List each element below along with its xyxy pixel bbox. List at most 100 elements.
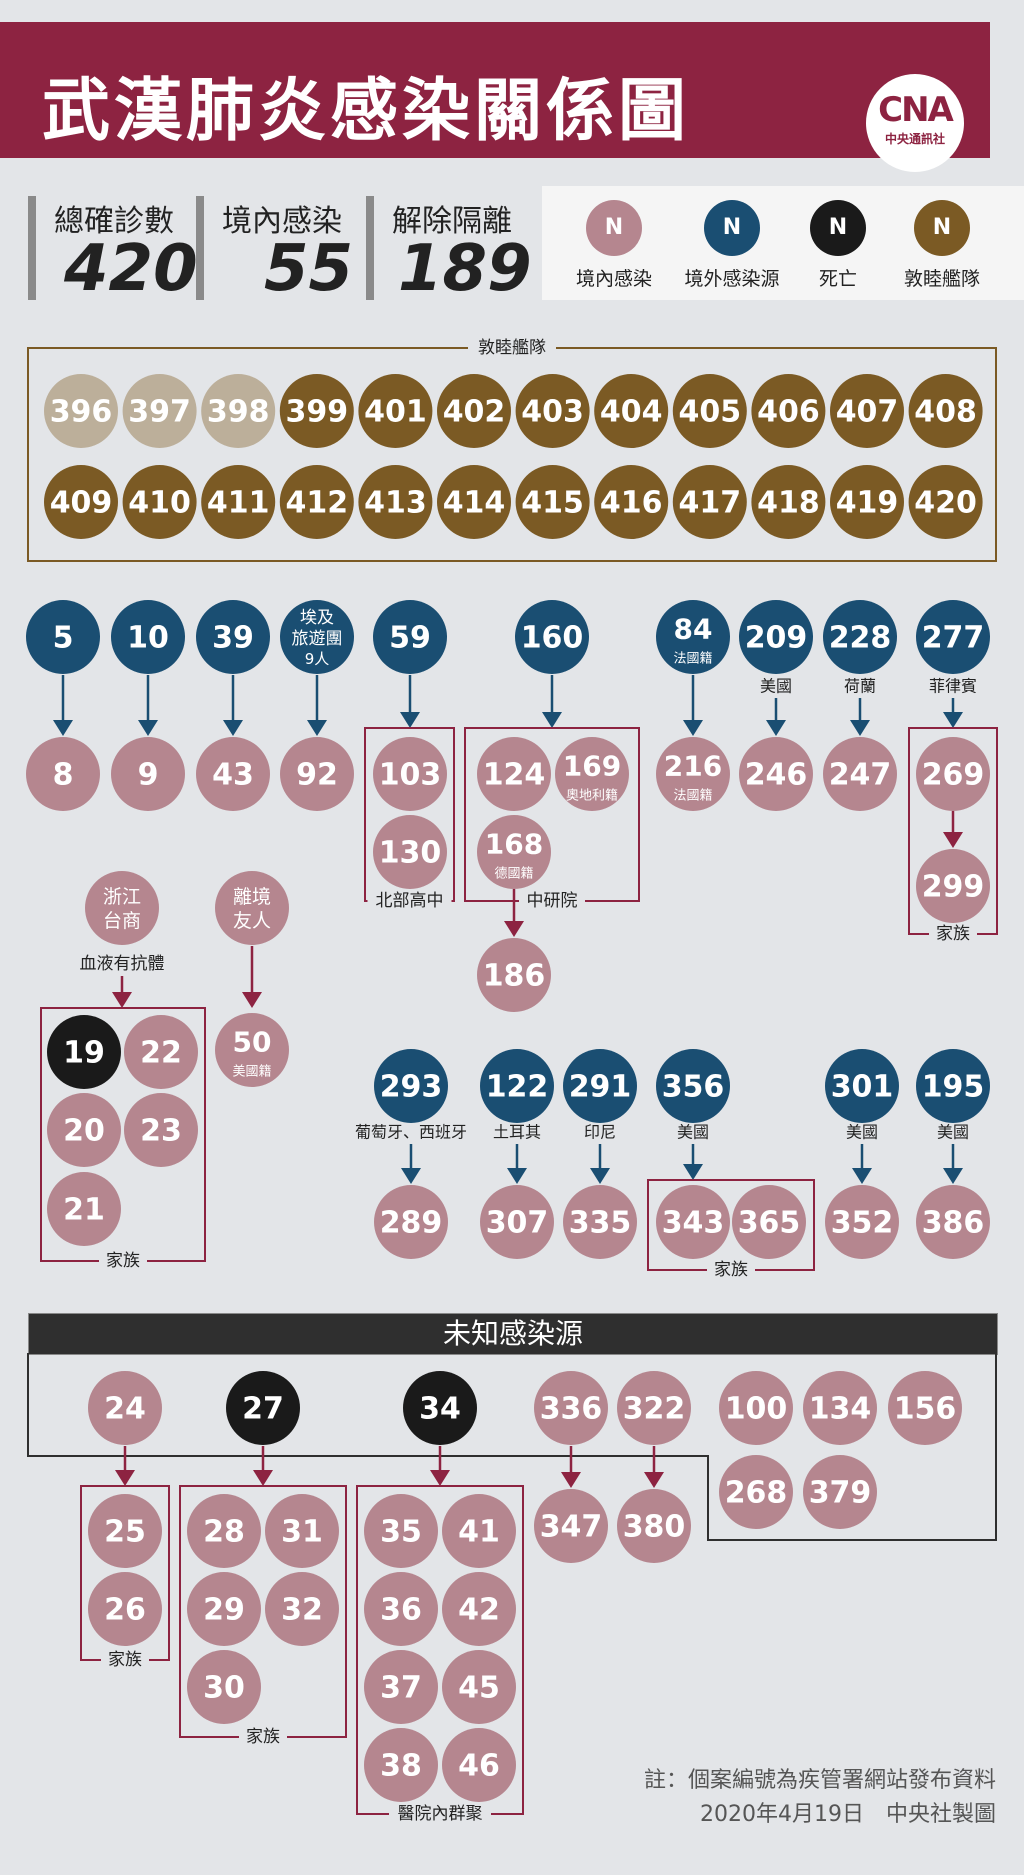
- case-node: [442, 1494, 516, 1568]
- arrow-head-icon: [850, 720, 870, 736]
- case-node: [187, 1650, 261, 1724]
- case-node: [515, 600, 589, 674]
- group-label: 家族: [714, 1260, 748, 1280]
- case-node: [719, 1455, 793, 1529]
- case-number: 410: [128, 486, 191, 521]
- origin-label: 荷蘭: [844, 677, 876, 696]
- case-node: [403, 1371, 477, 1445]
- case-number: 103: [379, 758, 442, 793]
- group-label: 北部高中: [376, 891, 444, 911]
- case-number: 46: [458, 1749, 500, 1784]
- case-node: [364, 1728, 438, 1802]
- case-node: [719, 1371, 793, 1445]
- case-number: 412: [285, 486, 348, 521]
- case-node: [916, 849, 990, 923]
- case-number: 293: [380, 1070, 443, 1105]
- case-number: 405: [678, 395, 741, 430]
- case-number: 343: [662, 1206, 725, 1241]
- case-number: 396: [50, 395, 113, 430]
- case-node: [88, 1572, 162, 1646]
- group-label: 家族: [246, 1727, 280, 1747]
- origin-label: 菲律賓: [929, 677, 977, 696]
- case-node: [187, 1494, 261, 1568]
- case-number: 186: [483, 959, 546, 994]
- arrow-head-icon: [590, 1168, 610, 1184]
- case-node: [803, 1455, 877, 1529]
- group-label: 家族: [108, 1650, 142, 1670]
- arrow-head-icon: [401, 1168, 421, 1184]
- origin-label: 土耳其: [493, 1123, 541, 1142]
- origin-label: 美國: [677, 1123, 709, 1142]
- case-number: 30: [203, 1671, 245, 1706]
- case-number: 84: [674, 613, 713, 646]
- case-node: [732, 1185, 806, 1259]
- arrow-head-icon: [504, 921, 524, 937]
- fleet-case-node: [358, 465, 433, 539]
- case-number: 335: [569, 1206, 632, 1241]
- page-title: 武漢肺炎感染關係圖: [42, 72, 691, 151]
- case-number: 407: [836, 395, 899, 430]
- stat-label: 解除隔離: [392, 204, 512, 239]
- case-number: 32: [281, 1593, 323, 1628]
- stat-label: 總確診數: [54, 204, 174, 239]
- case-node: [656, 737, 730, 811]
- case-number: 322: [623, 1392, 686, 1427]
- source-node: [280, 600, 354, 674]
- case-number: 418: [757, 486, 820, 521]
- case-node: [477, 815, 551, 889]
- arrow-head-icon: [943, 832, 963, 848]
- case-number: 122: [486, 1070, 549, 1105]
- fleet-case-node: [437, 374, 511, 448]
- case-number: 408: [914, 395, 977, 430]
- case-node: [364, 1650, 438, 1724]
- case-number: 399: [285, 395, 348, 430]
- case-number: 398: [207, 395, 270, 430]
- arrow-head-icon: [683, 720, 703, 736]
- fleet-case-node: [515, 465, 590, 539]
- case-node: [373, 737, 447, 811]
- case-node: [617, 1371, 691, 1445]
- case-number: 92: [296, 758, 338, 793]
- case-number: 38: [380, 1749, 422, 1784]
- fleet-case-node: [908, 374, 983, 448]
- fleet-case-node: [122, 465, 197, 539]
- case-note: 德國籍: [494, 866, 533, 882]
- fleet-case-node: [201, 465, 276, 539]
- case-number: 301: [831, 1070, 894, 1105]
- group-box: [364, 727, 455, 902]
- group-box: [647, 1179, 815, 1271]
- fleet-box: [27, 347, 997, 562]
- case-number: 347: [540, 1510, 603, 1545]
- case-node: [47, 1172, 121, 1246]
- legend-label: 境內感染: [575, 268, 652, 290]
- case-number: 27: [242, 1392, 284, 1427]
- case-number: 246: [745, 758, 808, 793]
- source-note: 血液有抗體: [80, 954, 165, 974]
- case-number: 156: [894, 1392, 957, 1427]
- case-node: [373, 815, 447, 889]
- arrow-head-icon: [400, 712, 420, 728]
- legend-dot-icon: N: [704, 200, 760, 256]
- case-number: 406: [757, 395, 820, 430]
- case-node: [480, 1049, 554, 1123]
- case-number: 100: [725, 1392, 788, 1427]
- origin-label: 美國: [760, 677, 792, 696]
- logo-subtitle: 中央通訊社: [884, 132, 945, 146]
- case-node: [656, 1049, 730, 1123]
- case-number: 43: [212, 758, 254, 793]
- case-node: [226, 1371, 300, 1445]
- case-node: [442, 1650, 516, 1724]
- footnote-source: 註：個案編號為疾管署網站發布資料: [643, 1768, 996, 1793]
- legend-dot-icon: N: [586, 200, 642, 256]
- stat-domestic: 境內感染 55: [196, 196, 354, 302]
- case-note: 美國籍: [232, 1064, 271, 1080]
- source-text: 浙江: [103, 886, 141, 908]
- case-number: 10: [127, 621, 169, 656]
- arrow-head-icon: [223, 720, 243, 736]
- case-node: [823, 737, 897, 811]
- case-number: 414: [443, 486, 506, 521]
- case-node: [124, 1093, 198, 1167]
- case-node: [265, 1572, 339, 1646]
- case-number: 397: [128, 395, 191, 430]
- group-box: [908, 727, 998, 935]
